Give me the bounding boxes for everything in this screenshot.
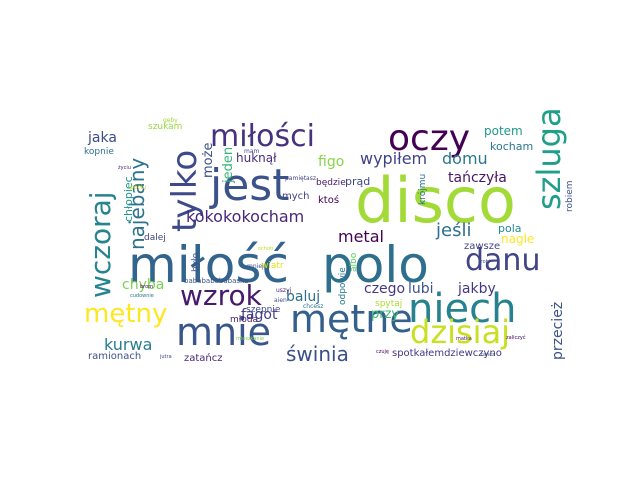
word-cloud-word: najebany [125, 158, 149, 250]
word-cloud-word: zawsze [464, 241, 500, 252]
word-cloud-word: wzrok [180, 279, 263, 312]
word-cloud-word: świnia [286, 342, 349, 366]
word-cloud-word: mętny [84, 299, 167, 329]
word-cloud-word: babababababaska [184, 277, 248, 285]
word-cloud-word: tylko [165, 150, 205, 232]
word-cloud-word: jeśli [435, 220, 471, 241]
word-cloud-word: metal [338, 227, 384, 246]
word-cloud-word: zatańcz [184, 352, 223, 364]
word-cloud-word: chcesz [303, 303, 323, 310]
word-cloud-word: szukam [148, 122, 182, 132]
word-cloud-word: mam [244, 148, 260, 155]
word-cloud-word: kokokokocham [186, 207, 304, 226]
word-cloud-word: oczy [388, 118, 470, 159]
word-cloud-word: życiu [118, 165, 131, 171]
word-cloud-word: dalej [144, 233, 166, 243]
word-cloud-word: tańczyła [448, 170, 507, 186]
word-cloud-word: szluga [530, 107, 568, 210]
word-cloud-word: zaliczyć [506, 334, 526, 341]
word-cloud-word: mętne [290, 297, 413, 341]
word-cloud-word: czego [364, 281, 405, 297]
word-cloud-word: jutra [159, 354, 172, 360]
word-cloud-word: chyba [122, 277, 164, 293]
word-cloud-word: robiem [565, 180, 575, 212]
word-cloud-word: mniej [247, 263, 264, 270]
word-cloud-word: czuję [376, 349, 389, 355]
word-cloud-word: młoda [230, 315, 258, 325]
word-cloud-word: odpowie [338, 267, 348, 305]
word-cloud-word: przy [371, 307, 399, 322]
word-cloud-word: wiatr [261, 261, 284, 271]
word-cloud-word: disco [355, 164, 516, 237]
word-cloud-word: baluj [286, 289, 320, 305]
word-cloud-word: miłość [128, 236, 289, 294]
word-cloud-word: nagle [501, 232, 534, 246]
word-cloud-word: albo [349, 252, 359, 272]
word-cloud-word: ktoś [318, 194, 339, 206]
word-cloud-word: kocham [490, 140, 533, 153]
word-cloud-word: miłości [210, 119, 315, 154]
word-cloud-word: jakby [457, 281, 496, 297]
word-cloud-word: matka [456, 336, 472, 342]
word-cloud-word: pamiętasz [285, 175, 316, 182]
word-cloud-words: disco miłość polo jest oczy niech mnie mętnedzi… [84, 107, 575, 366]
word-cloud-word: jaka [87, 130, 117, 146]
word-cloud-word: było [191, 252, 201, 272]
word-cloud-word: figo [318, 154, 344, 170]
word-cloud-word: pola [498, 222, 522, 235]
word-cloud-word: będzie [316, 178, 346, 188]
word-cloud-word: jest [209, 160, 289, 211]
word-cloud-word: polo [322, 236, 429, 294]
word-cloud-word: dzisiaj [410, 313, 510, 351]
word-cloud-word: ochoti [258, 246, 273, 252]
word-cloud-word: domu [442, 149, 488, 168]
word-cloud-word: tańcz [481, 351, 495, 358]
word-cloud-word: prąd [345, 175, 370, 188]
word-cloud-word: cudownie [130, 293, 154, 299]
word-cloud-word: może [201, 143, 216, 178]
word-cloud-word: przecież [550, 302, 566, 360]
word-cloud-word: fagot [241, 307, 278, 323]
word-cloud-word: kopnie [84, 147, 114, 157]
word-cloud-word: uszyj [276, 287, 292, 294]
word-cloud-word: zrobi [478, 259, 490, 265]
word-cloud-word: aien [274, 297, 287, 304]
word-cloud-word: mych [282, 191, 310, 202]
word-cloud-word: huknął [236, 151, 277, 165]
word-cloud-word: szepnie [246, 305, 281, 315]
word-cloud-word: brom [140, 284, 153, 290]
word-cloud-word: mieszkanie [236, 336, 264, 342]
word-cloud-word: spytaj [375, 299, 402, 309]
word-cloud-word: spotkałemdziewczyno [392, 348, 502, 359]
word-cloud-word: gęby [163, 117, 178, 124]
word-cloud-word: wypiłem [360, 149, 427, 168]
word-cloud-word: danu [465, 243, 540, 278]
word-cloud-word: ramionach [88, 351, 141, 362]
word-cloud-word: niech [408, 286, 516, 332]
word-cloud-word: mnie [176, 310, 271, 354]
word-cloud-word: potem [484, 124, 523, 138]
word-cloud-word: jeden [221, 147, 236, 184]
word-cloud-word: kurwa [104, 335, 152, 354]
word-cloud-word: krójmu [417, 174, 428, 205]
word-cloud-word: lubi [408, 281, 434, 297]
word-cloud-word: chłopiec [122, 176, 135, 222]
word-cloud-background [80, 115, 560, 365]
word-cloud-word: pociu [130, 184, 146, 191]
word-cloud-word: wczoraj [84, 191, 117, 298]
